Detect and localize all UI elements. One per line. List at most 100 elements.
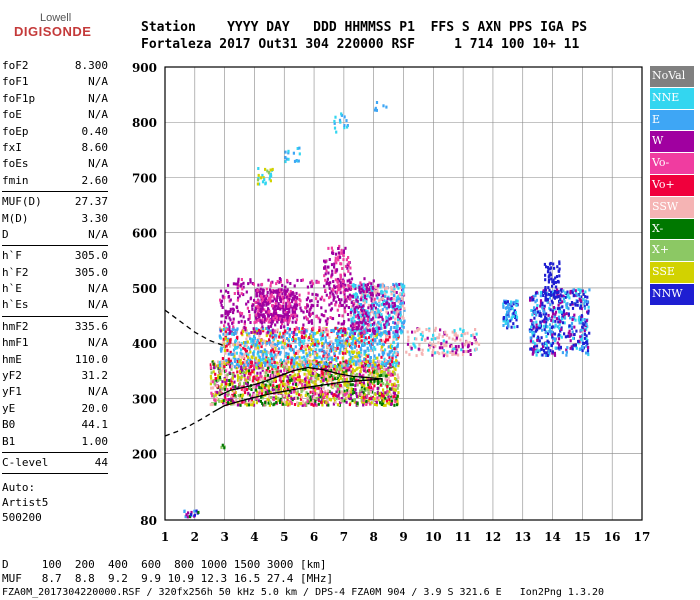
echo-point: [376, 396, 379, 400]
echo-point: [264, 358, 267, 362]
echo-point: [346, 391, 349, 395]
echo-point: [224, 382, 227, 386]
echo-point: [320, 338, 323, 342]
echo-point: [297, 403, 300, 407]
echo-point: [257, 376, 260, 380]
echo-point: [504, 319, 507, 322]
echo-point: [392, 341, 395, 345]
echo-point: [318, 320, 321, 324]
echo-point: [252, 327, 255, 331]
echo-point: [335, 359, 338, 363]
echo-point: [309, 299, 312, 303]
echo-point: [318, 326, 321, 330]
echo-point: [339, 277, 342, 281]
echo-point: [554, 339, 557, 343]
echo-point: [530, 309, 533, 312]
echo-point: [353, 398, 357, 402]
echo-point: [322, 365, 325, 368]
echo-point: [298, 342, 301, 346]
echo-point: [289, 344, 292, 348]
echo-point: [346, 389, 349, 392]
echo-point: [369, 323, 372, 327]
echo-point: [380, 313, 383, 317]
echo-point: [370, 285, 373, 289]
echo-point: [352, 316, 355, 320]
echo-point: [273, 305, 276, 309]
echo-point: [337, 321, 340, 325]
echo-point: [358, 313, 361, 317]
echo-point: [385, 362, 388, 366]
echo-point: [368, 290, 372, 294]
echo-point: [276, 370, 279, 374]
echo-point: [249, 403, 252, 407]
echo-point: [305, 373, 308, 376]
echo-point: [568, 296, 571, 300]
echo-point: [245, 351, 248, 355]
echo-point: [249, 365, 252, 368]
echo-point: [393, 347, 396, 351]
echo-point: [382, 284, 386, 288]
echo-point: [308, 359, 311, 363]
echo-point: [341, 378, 345, 382]
echo-point: [579, 328, 582, 332]
echo-point: [556, 341, 559, 345]
echo-point: [377, 293, 381, 297]
echo-point: [264, 391, 267, 395]
echo-point: [359, 376, 362, 380]
echo-point: [286, 386, 290, 390]
echo-point: [372, 316, 375, 320]
echo-point: [401, 304, 405, 308]
echo-point: [269, 400, 272, 404]
echo-point: [392, 335, 395, 339]
echo-point: [360, 339, 363, 343]
echo-point: [563, 300, 566, 304]
echo-point: [286, 299, 289, 303]
echo-point: [573, 313, 576, 317]
echo-point: [314, 338, 317, 342]
echo-point: [317, 393, 321, 397]
echo-point: [515, 318, 518, 322]
echo-point: [318, 363, 321, 366]
echo-point: [378, 353, 381, 357]
echo-point: [312, 403, 315, 407]
echo-point: [262, 361, 266, 365]
echo-point: [548, 306, 551, 310]
echo-point: [346, 364, 349, 368]
echo-point: [551, 341, 555, 345]
echo-point: [541, 353, 544, 357]
echo-point: [332, 288, 335, 292]
scaled-parameters-panel: foF2 8.300 foF1 N/A foF1p N/A foE N/A foEp 0.40 fx…: [2, 58, 108, 525]
echo-point: [293, 284, 296, 288]
echo-point: [341, 314, 344, 318]
echo-point: [289, 289, 292, 293]
echo-point: [393, 290, 396, 294]
echo-point: [380, 403, 383, 406]
echo-point: [550, 318, 553, 322]
echo-point: [239, 358, 242, 362]
echo-point: [376, 356, 379, 360]
echo-point: [348, 293, 351, 297]
echo-point: [234, 391, 237, 394]
echo-point: [295, 384, 298, 388]
param-name: fmin: [2, 173, 29, 187]
echo-point: [327, 372, 330, 376]
echo-point: [343, 368, 346, 372]
echo-point: [362, 304, 365, 308]
echo-point: [438, 352, 441, 356]
echo-point: [505, 306, 508, 309]
echo-point: [385, 315, 388, 319]
param-name: D: [2, 227, 9, 241]
echo-point: [257, 350, 260, 354]
echo-point: [335, 357, 338, 361]
echo-point: [585, 351, 588, 355]
echo-point: [369, 386, 373, 389]
echo-point: [334, 303, 337, 307]
echo-point: [390, 356, 393, 360]
echo-point: [259, 374, 262, 378]
echo-point: [339, 339, 342, 343]
echo-point: [308, 349, 311, 353]
echo-point: [355, 381, 358, 385]
echo-point: [364, 314, 367, 318]
echo-point: [299, 397, 303, 401]
echo-point: [343, 273, 346, 277]
